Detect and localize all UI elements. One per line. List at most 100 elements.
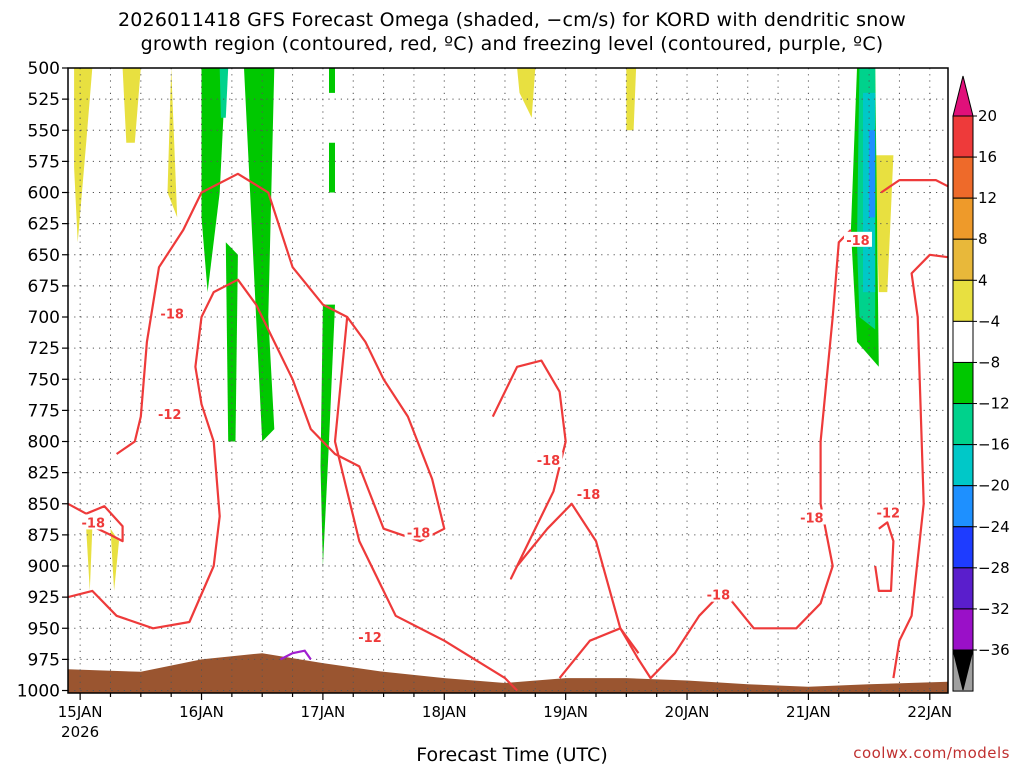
x-axis: 15JAN 2026 16JAN 17JAN 18JAN 19JAN 20JAN 21JAN 2… — [58, 693, 952, 741]
colorbar-label: 12 — [978, 189, 997, 207]
ground-fill — [68, 653, 948, 693]
colorbar-bin — [952, 403, 974, 446]
contour-label: -18 — [577, 488, 601, 503]
colorbar-label: −32 — [978, 600, 1010, 618]
plot-frame — [67, 67, 949, 694]
contour-label-bg — [356, 628, 385, 644]
chart-title-line1: 2026011418 GFS Forecast Omega (shaded, −… — [117, 9, 906, 31]
colorbar: 20 16 12 8 4 −4 −8 −12 −16 −20 −24 −28 −32 −36 — [952, 75, 1010, 692]
colorbar-bin — [952, 156, 974, 199]
y-tick-label: 775 — [28, 401, 60, 421]
y-tick-label: 850 — [28, 495, 60, 515]
contour-label-bg — [155, 406, 184, 422]
red-contour-1 — [68, 172, 446, 630]
colorbar-bin — [952, 444, 974, 487]
contour-label-bg — [704, 586, 733, 602]
colorbar-label: −4 — [978, 312, 1000, 330]
colorbar-label: 8 — [978, 230, 988, 248]
colorbar-bin — [952, 608, 974, 651]
contour-label-bg — [68, 305, 71, 321]
x-tick-label: 17JAN — [301, 703, 346, 721]
credit-text: coolwx.com/models — [853, 744, 1010, 762]
contour-label: -18 — [82, 516, 106, 531]
colorbar-label: −36 — [978, 641, 1010, 659]
colorbar-label: −24 — [978, 518, 1010, 536]
omega-shade-4 — [110, 528, 119, 591]
y-tick-label: 500 — [28, 59, 60, 79]
y-tick-label: 900 — [28, 557, 60, 577]
omega-shade-15 — [219, 68, 229, 118]
y-tick-label: 800 — [28, 433, 60, 453]
colorbar-bin — [952, 238, 974, 281]
red-contour-0 — [68, 502, 124, 543]
contour-label: -18 — [707, 589, 731, 604]
colorbar-bin — [952, 320, 974, 363]
colorbar-under-triangle — [952, 649, 974, 691]
colorbar-bin — [952, 567, 974, 610]
colorbar-bin — [952, 361, 974, 405]
y-tick-label: 700 — [28, 308, 60, 328]
dendritic-contours — [68, 172, 948, 692]
y-tick-label: 650 — [28, 246, 60, 266]
colorbar-bin — [952, 526, 974, 569]
colorbar-label: −8 — [978, 353, 1000, 371]
x-tick-label: 15JAN — [58, 703, 103, 721]
freezing-level-contour — [279, 649, 312, 661]
x-tick-label: 20JAN — [665, 703, 710, 721]
x-tick-label: 16JAN — [179, 703, 224, 721]
y-tick-label: 950 — [28, 619, 60, 639]
omega-shade-0 — [74, 68, 93, 243]
red-contour-4 — [558, 627, 640, 679]
contour-label: -12 — [877, 506, 901, 521]
omega-shade-6 — [626, 68, 637, 131]
contour-label: -12 — [158, 408, 182, 423]
contour-label-bg — [158, 305, 187, 321]
omega-shade-13 — [320, 304, 335, 566]
y-tick-label: 1000 — [17, 682, 60, 702]
red-contour-6 — [880, 179, 948, 194]
contour-label: -18 — [160, 307, 184, 322]
colorbar-bin — [952, 485, 974, 528]
colorbar-over-triangle — [952, 75, 974, 117]
red-contour-5 — [892, 253, 948, 679]
chart-title-line2: growth region (contoured, red, ºC) and f… — [140, 33, 884, 55]
y-tick-label: 750 — [28, 370, 60, 390]
omega-shade-12 — [329, 142, 335, 193]
contour-label: -18 — [846, 234, 870, 249]
y-tick-label: 625 — [28, 215, 60, 235]
y-tick-label: 975 — [28, 650, 60, 670]
omega-shade-3 — [86, 528, 93, 591]
y-tick-label: 600 — [28, 184, 60, 204]
contour-label-bg — [574, 485, 603, 501]
contour-label-bg — [534, 452, 563, 468]
omega-shade-8 — [201, 68, 226, 293]
contour-label-bg — [404, 524, 433, 540]
colorbar-label: −12 — [978, 395, 1010, 413]
contour-label-bg — [874, 504, 903, 520]
x-tick-label: 22JAN — [907, 703, 952, 721]
y-tick-label: 525 — [28, 90, 60, 110]
colorbar-bin — [952, 115, 974, 158]
colorbar-label: 4 — [978, 271, 988, 289]
y-tick-label: 550 — [28, 121, 60, 141]
omega-shade-1 — [122, 68, 141, 143]
x-tick-label: 19JAN — [543, 703, 588, 721]
contour-label: -18 — [800, 511, 824, 526]
x-tick-label: 21JAN — [786, 703, 831, 721]
y-tick-label: 675 — [28, 277, 60, 297]
colorbar-bin — [952, 197, 974, 240]
x-tick-sublabel: 2026 — [61, 723, 99, 741]
y-tick-label: 725 — [28, 339, 60, 359]
colorbar-label: 20 — [978, 107, 997, 125]
x-axis-label: Forecast Time (UTC) — [416, 744, 608, 766]
contour-label-bg — [79, 514, 108, 530]
omega-shade-2 — [167, 68, 178, 218]
plot-grid — [68, 68, 948, 693]
ground-terrain — [68, 653, 948, 693]
contour-label: -18 — [407, 526, 431, 541]
y-axis: 500 525 550 575 600 625 650 675 700 725 750 775 800 8… — [17, 59, 68, 702]
contour-label-bg — [843, 231, 872, 247]
omega-shading — [74, 68, 894, 591]
omega-shade-5 — [517, 68, 536, 118]
